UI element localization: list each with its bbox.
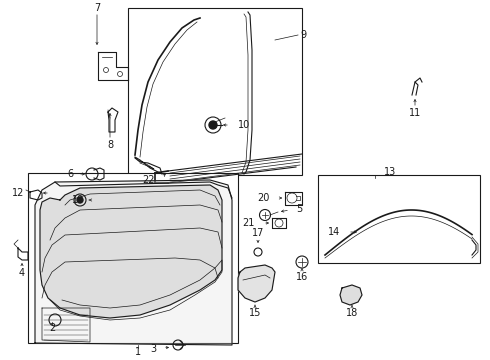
Text: 12: 12 xyxy=(12,188,24,198)
Bar xyxy=(28,173,238,343)
Text: 8: 8 xyxy=(107,140,113,150)
Text: 9: 9 xyxy=(300,30,306,40)
Polygon shape xyxy=(40,185,222,318)
Text: 19: 19 xyxy=(72,195,84,205)
Text: 21: 21 xyxy=(243,218,255,228)
Text: 14: 14 xyxy=(328,227,340,237)
Circle shape xyxy=(209,121,217,129)
Text: 22: 22 xyxy=(143,175,155,185)
Text: 15: 15 xyxy=(249,308,261,318)
Text: 3: 3 xyxy=(150,344,156,354)
Text: 7: 7 xyxy=(94,3,100,13)
Circle shape xyxy=(77,197,83,203)
Text: 4: 4 xyxy=(19,268,25,278)
Text: 5: 5 xyxy=(296,204,302,214)
Text: 11: 11 xyxy=(409,108,421,118)
Text: 17: 17 xyxy=(252,228,264,238)
Text: 16: 16 xyxy=(296,272,308,282)
Text: 20: 20 xyxy=(258,193,270,203)
Polygon shape xyxy=(238,265,275,302)
Text: 13: 13 xyxy=(384,167,396,177)
Text: 2: 2 xyxy=(49,323,55,333)
Text: 10: 10 xyxy=(238,120,250,130)
Bar xyxy=(318,175,480,263)
Polygon shape xyxy=(340,285,362,305)
Text: 18: 18 xyxy=(346,308,358,318)
Polygon shape xyxy=(35,180,232,345)
Text: 6: 6 xyxy=(67,169,73,179)
Bar xyxy=(128,8,302,175)
Text: 1: 1 xyxy=(135,347,141,357)
